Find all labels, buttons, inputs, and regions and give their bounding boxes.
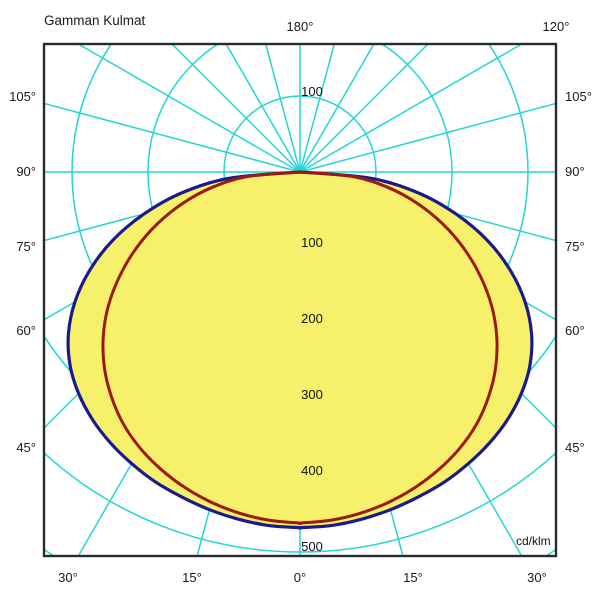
grid-spoke bbox=[170, 44, 301, 173]
angle-label-right: 105° bbox=[565, 89, 592, 104]
radial-scale-label: 200 bbox=[301, 311, 323, 326]
angle-label-right: 45° bbox=[565, 440, 585, 455]
angle-label-bottom: 15° bbox=[403, 570, 423, 585]
distribution-curves bbox=[66, 170, 534, 530]
angle-label-left: 90° bbox=[16, 164, 36, 179]
radial-scale-label: 500 bbox=[301, 539, 323, 554]
grid-spoke bbox=[299, 44, 524, 173]
angle-label-left: 60° bbox=[16, 323, 36, 338]
radial-scale-label: 300 bbox=[301, 387, 323, 402]
distribution-curve-c90 bbox=[101, 170, 499, 525]
grid-spoke bbox=[299, 44, 375, 173]
angle-label-bottom: 0° bbox=[293, 570, 307, 585]
angle-label-bottom: 30° bbox=[527, 570, 547, 585]
grid-spoke bbox=[299, 102, 556, 173]
chart-title: Gamman Kulmat bbox=[44, 13, 146, 28]
plot-frame-border bbox=[42, 42, 558, 558]
angle-label-left: 75° bbox=[16, 239, 36, 254]
grid-spoke bbox=[76, 44, 301, 173]
distribution-curve-c0 bbox=[66, 170, 534, 530]
angle-label-bottom: 30° bbox=[58, 570, 78, 585]
grid-spoke bbox=[44, 102, 301, 173]
distribution-fill-c0 bbox=[68, 172, 532, 528]
angle-label-left: 45° bbox=[16, 440, 36, 455]
grid-spoke bbox=[225, 44, 301, 173]
unit-label: cd/klm bbox=[516, 534, 551, 548]
angle-label-bottom: 15° bbox=[182, 570, 202, 585]
radial-scale-label: 100 bbox=[301, 84, 323, 99]
angle-label-top: 180° bbox=[286, 19, 314, 34]
radial-scale-label: 100 bbox=[301, 235, 323, 250]
angle-label-right: 75° bbox=[565, 239, 585, 254]
angle-label-left: 105° bbox=[9, 89, 36, 104]
radial-scale-label: 400 bbox=[301, 463, 323, 478]
angle-label-top: 120° bbox=[542, 19, 570, 34]
angle-label-right: 60° bbox=[565, 323, 585, 338]
angle-label-right: 90° bbox=[565, 164, 585, 179]
grid-spoke bbox=[299, 44, 430, 173]
